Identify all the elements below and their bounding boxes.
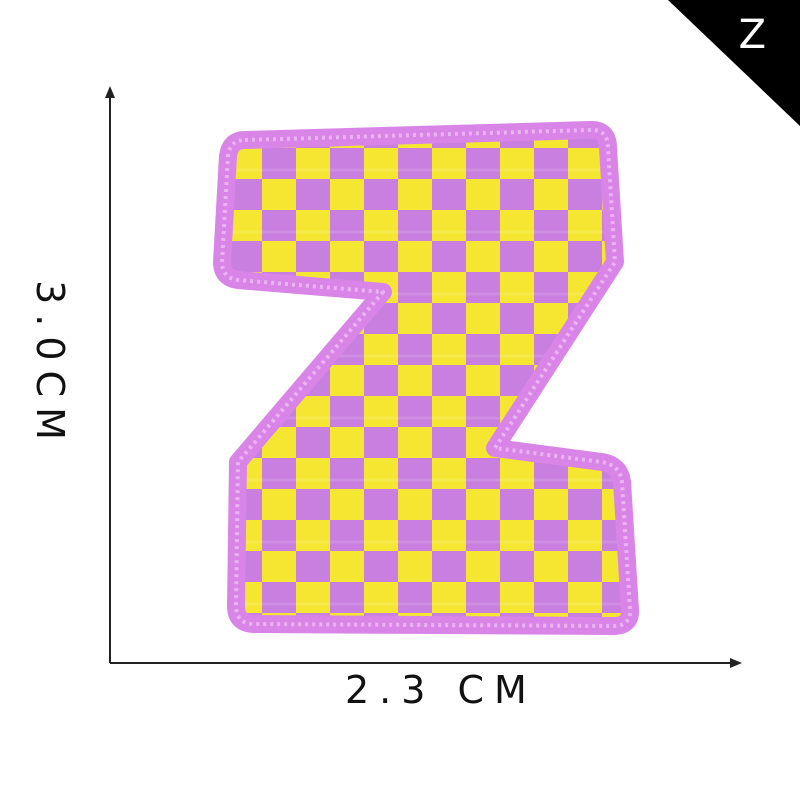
corner-triangle-badge xyxy=(668,0,800,126)
patch-thread-texture xyxy=(222,168,631,606)
height-dimension-label: 3.0CM xyxy=(28,280,72,450)
corner-letter-label: Z xyxy=(738,12,766,58)
width-dimension-label: 2.3 CM xyxy=(345,668,537,712)
width-axis-arrowhead xyxy=(730,658,742,668)
patch-fill xyxy=(222,129,631,626)
height-axis-arrowhead xyxy=(105,86,115,98)
patch-border-highlight xyxy=(220,127,633,628)
letter-z-patch xyxy=(213,120,640,635)
